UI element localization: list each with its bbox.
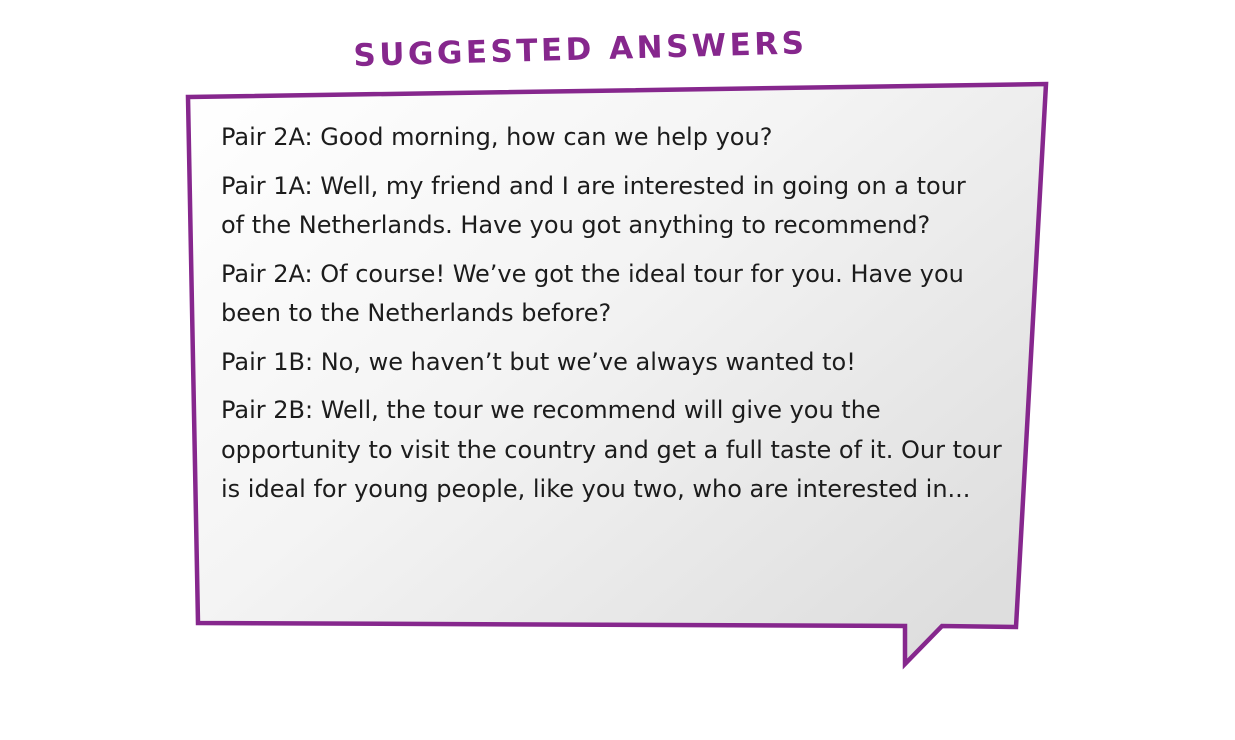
dialogue-line-pair-1a: Pair 1A: Well, my friend and I are inter…	[221, 171, 966, 240]
dialogue-line-pair-2a-reply: Pair 2A: Of course! We’ve got the ideal …	[221, 259, 964, 328]
dialogue-line-pair-2a-greeting: Pair 2A: Good morning, how can we help y…	[221, 123, 773, 151]
dialogue-list: Pair 2A: Good morning, how can we help y…	[221, 118, 1011, 519]
speech-bubble-outline	[185, 81, 1049, 670]
dialogue-line-pair-1b: Pair 1B: No, we haven’t but we’ve always…	[221, 347, 856, 376]
dialogue-line-pair-2b: Pair 2B: Well, the tour we recommend wil…	[221, 396, 1002, 503]
